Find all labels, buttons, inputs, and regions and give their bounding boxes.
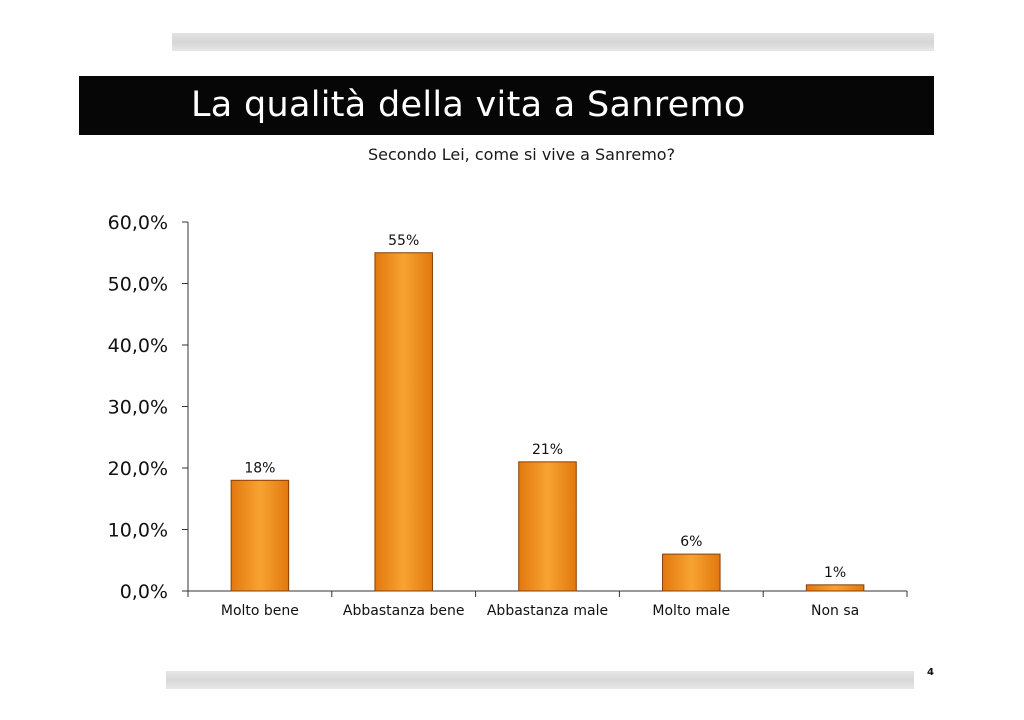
- data-label: 18%: [244, 460, 275, 476]
- y-tick-label: 50,0%: [108, 274, 168, 296]
- bar: [805, 584, 865, 592]
- bar: [374, 252, 433, 592]
- data-label: 55%: [388, 233, 419, 249]
- x-tick-label: Non sa: [811, 603, 859, 619]
- y-tick-label: 10,0%: [108, 520, 168, 542]
- bar-series: 18% 55% 21% 6% 1%: [230, 233, 865, 592]
- y-axis: 0,0% 10,0% 20,0% 30,0% 40,0% 50,0% 60,0%: [108, 212, 189, 603]
- bar: [518, 461, 577, 592]
- y-tick-label: 0,0%: [120, 581, 168, 603]
- title-bar: La qualità della vita a Sanremo: [79, 76, 934, 135]
- x-tick-label: Abbastanza male: [487, 603, 608, 619]
- chart-title: Secondo Lei, come si vive a Sanremo?: [368, 145, 676, 164]
- data-label: 1%: [824, 565, 846, 581]
- x-tick-label: Abbastanza bene: [343, 603, 465, 619]
- page-number: 4: [927, 667, 934, 678]
- bar: [230, 479, 290, 592]
- y-tick-label: 20,0%: [108, 458, 168, 480]
- bottom-decorative-stripe: [166, 671, 914, 689]
- page-title: La qualità della vita a Sanremo: [191, 85, 746, 125]
- x-tick-label: Molto male: [652, 603, 730, 619]
- top-decorative-stripe: [172, 33, 934, 51]
- bar: [662, 553, 721, 592]
- data-label: 21%: [532, 442, 563, 458]
- y-tick-label: 30,0%: [108, 397, 168, 419]
- x-axis: Molto bene Abbastanza bene Abbastanza male…: [187, 590, 908, 619]
- y-tick-label: 60,0%: [108, 212, 168, 234]
- x-tick-label: Molto bene: [221, 603, 299, 619]
- y-tick-label: 40,0%: [108, 335, 168, 357]
- data-label: 6%: [680, 534, 702, 550]
